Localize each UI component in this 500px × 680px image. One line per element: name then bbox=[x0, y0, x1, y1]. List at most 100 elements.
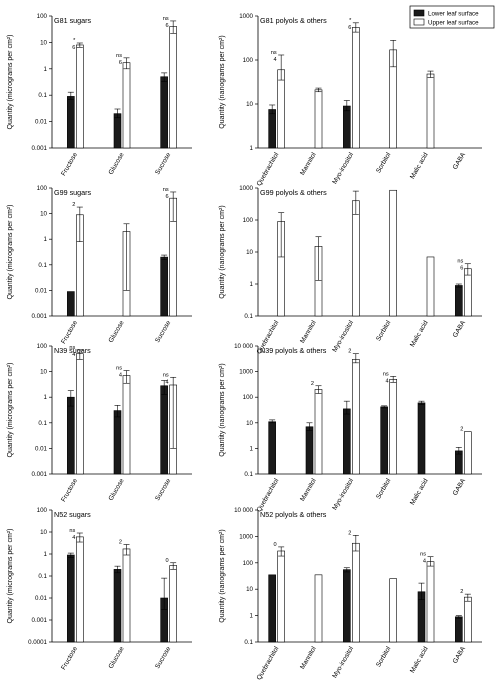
chart-panel: G99 sugars 0.001 0.01 0.1 1 10 100 Quantity (mi… bbox=[7, 185, 192, 345]
n-label: 6 bbox=[119, 60, 122, 66]
y-tick-label: 1 bbox=[44, 66, 48, 73]
bar bbox=[314, 574, 323, 643]
x-category-label: Glucose bbox=[108, 319, 126, 344]
bar bbox=[160, 256, 168, 317]
x-category-label: Mannitol bbox=[299, 151, 318, 177]
x-category-label: Fructose bbox=[60, 477, 79, 503]
x-category-label: Sucrose bbox=[154, 151, 172, 176]
y-axis-label: Quantity (nanograms per cm²) bbox=[219, 363, 226, 456]
bar bbox=[268, 574, 276, 643]
x-category-label: Malic acid bbox=[409, 477, 430, 506]
bar bbox=[352, 359, 360, 475]
chart-title: N39 polyols & others bbox=[260, 346, 327, 355]
significance-label: ns bbox=[271, 50, 277, 56]
y-tick-label: 0.001 bbox=[32, 617, 48, 624]
x-category-label: GABA bbox=[452, 319, 468, 339]
legend-label: Lower leaf surface bbox=[428, 11, 479, 18]
y-tick-label: 100 bbox=[243, 57, 254, 64]
legend-label: Upper leaf surface bbox=[428, 20, 479, 27]
y-tick-label: 0.1 bbox=[38, 420, 47, 427]
bar bbox=[76, 536, 84, 643]
y-tick-label: 1 bbox=[44, 236, 48, 243]
bar bbox=[343, 569, 351, 643]
bar bbox=[67, 96, 75, 149]
chart-panel: N39 sugars 0.001 0.01 0.1 1 10 100 Quantity (mi… bbox=[7, 343, 192, 503]
y-tick-label: 0.01 bbox=[35, 445, 48, 452]
y-tick-label: 10 bbox=[40, 529, 47, 536]
x-category-label: GABA bbox=[452, 645, 468, 665]
bar bbox=[455, 285, 463, 317]
bar bbox=[268, 421, 276, 475]
n-label: 4 bbox=[166, 379, 169, 385]
x-category-label: Malic acid bbox=[409, 319, 430, 348]
y-tick-label: 1 bbox=[44, 394, 48, 401]
y-tick-label: 10 000 bbox=[234, 507, 253, 514]
x-category-label: Sucrose bbox=[154, 477, 172, 502]
x-category-label: Fructose bbox=[60, 151, 79, 177]
chart-title: N52 polyols & others bbox=[260, 510, 327, 519]
y-tick-label: 100 bbox=[37, 185, 48, 192]
significance-label: ns bbox=[116, 366, 122, 372]
y-axis-label: Quantity (micrograms per cm²) bbox=[7, 35, 14, 130]
significance-label: 0 bbox=[274, 542, 277, 548]
bar bbox=[389, 578, 397, 643]
bar bbox=[277, 550, 285, 643]
chart-panel: G99 polyols & others 0.1 1 10 100 1000 Quantit… bbox=[219, 185, 482, 355]
y-tick-label: 10 bbox=[40, 39, 47, 46]
bar bbox=[113, 569, 122, 643]
n-label: 4 bbox=[423, 559, 426, 565]
x-category-label: Sucrose bbox=[154, 645, 172, 670]
y-tick-label: 0.1 bbox=[38, 262, 47, 269]
y-tick-label: 10 000 bbox=[234, 343, 253, 350]
significance-label: * bbox=[73, 38, 76, 44]
y-tick-label: 1 bbox=[250, 281, 254, 288]
y-axis-label: Quantity (nanograms per cm²) bbox=[219, 529, 226, 622]
n-label: 6 bbox=[166, 23, 169, 29]
x-category-label: Sucrose bbox=[154, 319, 172, 344]
y-tick-label: 100 bbox=[37, 343, 48, 350]
significance-label: 2 bbox=[72, 202, 75, 208]
y-axis-label: Quantity (nanograms per cm²) bbox=[219, 35, 226, 128]
significance-label: 2 bbox=[311, 381, 314, 387]
significance-label: ns bbox=[163, 16, 169, 22]
n-label: 6 bbox=[72, 45, 75, 51]
x-category-label: GABA bbox=[452, 477, 468, 497]
y-axis-label: Quantity (micrograms per cm²) bbox=[7, 205, 14, 300]
x-category-label: Glucose bbox=[108, 477, 126, 502]
y-tick-label: 0.01 bbox=[35, 595, 48, 602]
y-tick-label: 0.1 bbox=[244, 639, 253, 646]
x-category-label: GABA bbox=[452, 151, 468, 171]
legend-swatch bbox=[413, 9, 425, 17]
bar bbox=[389, 379, 397, 475]
bar bbox=[169, 565, 177, 643]
bar bbox=[277, 69, 285, 149]
significance-label: * bbox=[349, 18, 352, 24]
y-tick-label: 100 bbox=[243, 394, 254, 401]
significance-label: 0 bbox=[166, 558, 169, 564]
y-tick-label: 0.1 bbox=[244, 471, 253, 478]
legend-box bbox=[409, 5, 495, 29]
bar bbox=[113, 410, 122, 475]
bar bbox=[160, 76, 168, 149]
x-category-label: Mannitol bbox=[299, 645, 318, 671]
n-label: 4 bbox=[274, 57, 277, 63]
significance-label: ns bbox=[457, 259, 463, 265]
bar bbox=[417, 402, 426, 475]
x-category-label: Mannitol bbox=[299, 477, 318, 503]
y-tick-label: 0.1 bbox=[38, 92, 47, 99]
y-tick-label: 100 bbox=[37, 13, 48, 20]
bar bbox=[352, 27, 360, 149]
n-label: 6 bbox=[460, 266, 463, 272]
y-tick-label: 0.001 bbox=[32, 471, 48, 478]
x-category-label: Glucose bbox=[108, 151, 126, 176]
bar bbox=[122, 375, 131, 475]
bar bbox=[67, 554, 75, 643]
significance-label: 2 bbox=[460, 427, 463, 433]
bar bbox=[464, 596, 472, 643]
chart-title: G99 polyols & others bbox=[260, 188, 327, 197]
n-label: 4 bbox=[119, 373, 122, 379]
bar bbox=[464, 268, 472, 317]
x-category-label: Fructose bbox=[60, 319, 79, 345]
x-category-label: Glucose bbox=[108, 645, 126, 670]
